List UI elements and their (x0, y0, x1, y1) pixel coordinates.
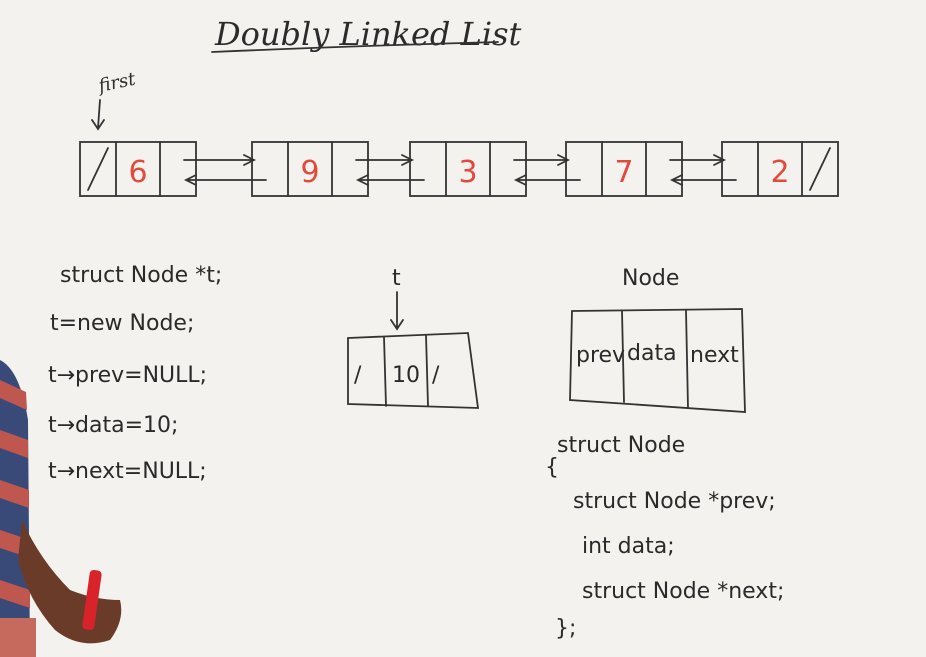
list-node-value: 3 (458, 155, 477, 190)
list-node-value: 7 (614, 155, 633, 190)
pointer-t-arrow (390, 291, 404, 331)
node-structure: prev data next (569, 308, 746, 413)
linked-list: 6 9 3 7 2 (79, 141, 839, 197)
new-node: / 10 / (347, 332, 480, 409)
node-field-data: data (627, 341, 677, 366)
list-node-box (721, 141, 839, 197)
code-line: t→next=NULL; (48, 459, 207, 484)
node-structure-divider (621, 310, 625, 403)
code-line: t=new Node; (50, 311, 194, 336)
node-label: Node (622, 266, 679, 291)
code-line: t→data=10; (48, 413, 178, 438)
title-underline (211, 41, 499, 53)
new-node-data: 10 (392, 363, 420, 388)
next-arrow (355, 154, 415, 166)
list-node-box (409, 141, 527, 197)
prev-arrow (513, 174, 581, 186)
code-line: int data; (582, 534, 675, 559)
code-left: struct Node *t; t=new Node; t→prev=NULL;… (48, 263, 222, 484)
next-arrow (669, 154, 727, 166)
next-arrow (513, 154, 571, 166)
new-node-divider (425, 334, 429, 407)
list-node-value: 6 (128, 155, 147, 190)
list-node-value: 2 (770, 155, 789, 190)
list-node-box (79, 141, 197, 197)
page-title: Doubly Linked List (214, 15, 521, 53)
red-marker (82, 569, 102, 631)
next-arrow (183, 154, 257, 166)
list-node-box (565, 141, 683, 197)
new-node-next: / (432, 363, 440, 388)
list-node-prev-null (87, 147, 109, 191)
pointer-t-label: t (392, 266, 401, 291)
list-node-box (251, 141, 369, 197)
presenter-arm-stripe (0, 618, 36, 657)
new-node-prev: / (354, 363, 362, 388)
prev-arrow (669, 174, 737, 186)
code-line: t→prev=NULL; (48, 363, 207, 388)
code-line: struct Node *next; (582, 579, 784, 604)
new-node-box (347, 332, 480, 409)
list-node-next-null (809, 147, 831, 191)
code-line: struct Node (557, 433, 685, 458)
node-field-prev: prev (576, 343, 625, 368)
presenter (0, 360, 122, 657)
node-field-next: next (690, 343, 739, 368)
code-line: struct Node *prev; (573, 489, 776, 514)
node-structure-divider (685, 309, 689, 409)
code-line: struct Node *t; (60, 263, 222, 288)
list-node-value: 9 (300, 155, 319, 190)
first-arrow (91, 99, 105, 131)
code-line: }; (555, 616, 576, 641)
code-line: { (545, 455, 559, 480)
code-right: struct Node { struct Node *prev; int dat… (545, 433, 784, 641)
new-node-divider (383, 336, 387, 407)
prev-arrow (355, 174, 425, 186)
